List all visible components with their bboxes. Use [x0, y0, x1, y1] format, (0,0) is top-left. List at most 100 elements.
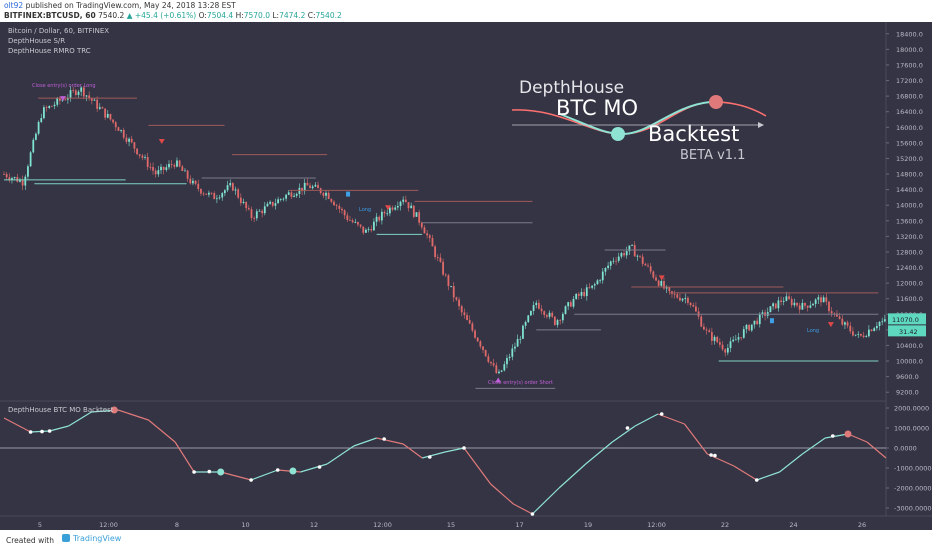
candle-body — [51, 105, 53, 107]
candle-body — [394, 207, 397, 210]
candle-body — [617, 256, 620, 261]
candle-body — [700, 316, 703, 327]
candle-body — [237, 189, 240, 198]
osc-signal-dot — [659, 412, 664, 416]
candle-body — [788, 296, 790, 299]
candle-body — [117, 127, 120, 131]
candle-body — [362, 226, 365, 233]
candle-body — [104, 108, 107, 118]
osc-signal-dot — [709, 453, 713, 457]
candle-body — [476, 337, 479, 342]
candle-body — [349, 219, 351, 221]
long-entry-marker — [769, 318, 774, 324]
price-tick-label: 13200.0 — [896, 233, 923, 241]
candle-body — [396, 206, 399, 208]
candle-body — [442, 261, 444, 275]
candle-body — [82, 87, 85, 97]
candle-body — [854, 334, 857, 336]
candle-body — [798, 305, 801, 310]
candle-body — [56, 98, 59, 105]
price-tick-label: 14000.0 — [896, 202, 923, 210]
candle-body — [498, 371, 500, 374]
candle-body — [452, 285, 455, 298]
high-value: 7570.0 — [243, 11, 270, 20]
osc-tick-label: -1000.0000 — [894, 465, 932, 473]
low-value: 7474.2 — [279, 11, 306, 20]
candle-body — [793, 302, 796, 306]
candle-body — [687, 297, 689, 303]
osc-line-segment — [733, 465, 758, 481]
candle-body — [162, 166, 165, 170]
candle-body — [314, 184, 317, 187]
candle-body — [327, 192, 330, 199]
tradingview-link[interactable]: TradingView — [62, 534, 121, 543]
candle-body — [213, 193, 216, 200]
candle-body — [109, 113, 112, 120]
high-label: H: — [235, 11, 244, 20]
candle-body — [346, 215, 349, 220]
time-tick-label: 12:00 — [373, 521, 392, 529]
candle-body — [490, 361, 492, 364]
close-long-annotation: Close entry(s) order Long — [32, 83, 96, 89]
candle-body — [689, 302, 692, 306]
created-with-label: Created with — [6, 536, 54, 545]
open-value: 7504.4 — [206, 11, 234, 20]
candle-body — [649, 266, 652, 272]
countdown-tag — [888, 325, 926, 337]
candle-body — [200, 189, 202, 194]
candle-body — [718, 342, 721, 345]
candle-body — [21, 180, 24, 186]
candle-body — [402, 199, 405, 202]
chart-header: olt92 published on TradingView.com, May … — [0, 0, 932, 22]
price-chart[interactable]: 18400.0 18000.0 17600.0 17200.0 16800.0 16400… — [0, 22, 932, 530]
candle-body — [325, 192, 327, 196]
osc-line-segment — [68, 411, 92, 427]
osc-signal-dot — [28, 430, 33, 434]
author-link[interactable]: olt92 — [4, 1, 24, 10]
candle-body — [511, 348, 514, 357]
price-tick-label: 16000.0 — [896, 124, 923, 132]
candle-body — [575, 293, 578, 299]
candle-body — [146, 157, 149, 168]
candle-body — [77, 91, 80, 95]
candle-body — [279, 198, 282, 200]
candle-body — [692, 305, 695, 307]
candle-body — [729, 341, 732, 348]
candle-body — [567, 302, 570, 307]
logo-line-3: Backtest — [648, 122, 740, 146]
candle-body — [253, 218, 256, 219]
candle-body — [524, 321, 527, 326]
candle-body — [106, 113, 109, 118]
logo-line-4: BETA v1.1 — [680, 148, 746, 163]
candle-body — [285, 194, 287, 199]
osc-line-segment — [756, 471, 780, 481]
candle-body — [665, 287, 668, 289]
candle-body — [772, 303, 774, 307]
candle-body — [5, 174, 8, 178]
time-tick-label: 15 — [447, 521, 455, 529]
candle-body — [822, 297, 825, 303]
candle-body — [439, 257, 442, 262]
candle-body — [197, 183, 200, 190]
osc-signal-dot — [830, 434, 835, 438]
candle-body — [641, 256, 644, 264]
candle-body — [386, 213, 389, 215]
candle-body — [271, 201, 274, 206]
candle-body — [857, 333, 860, 335]
candle-body — [202, 193, 205, 195]
osc-line-segment — [3, 417, 31, 433]
candle-body — [436, 256, 439, 258]
price-tick-label: 9200.0 — [896, 389, 919, 397]
osc-signal-dot — [713, 453, 717, 458]
osc-line-segment — [250, 469, 278, 481]
osc-signal-dot — [249, 478, 253, 482]
candle-body — [852, 331, 854, 336]
osc-line-segment — [174, 441, 195, 473]
short-entry-marker — [658, 275, 665, 281]
candle-body — [45, 107, 48, 109]
candle-body — [53, 104, 56, 107]
candle-body — [607, 265, 609, 268]
osc-signal-dot — [754, 478, 759, 482]
candle-body — [873, 328, 876, 332]
candle-body — [367, 228, 370, 230]
